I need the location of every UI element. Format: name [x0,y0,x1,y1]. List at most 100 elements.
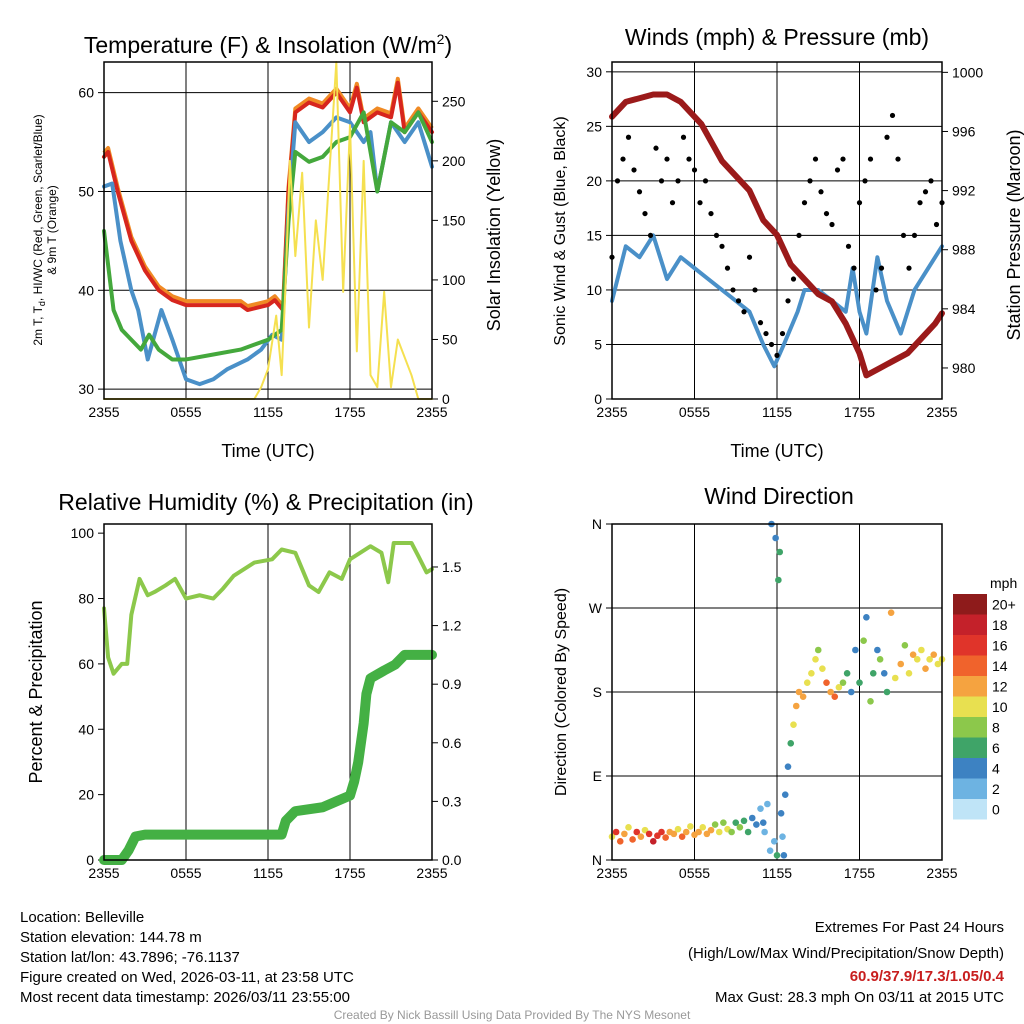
panel-2: 2355 0555 1155 1755 23550204060801000.00.30.… [71,523,462,881]
gust-point [928,178,934,184]
y-tick-label: 15 [586,227,602,243]
wind-direction-point [852,646,859,654]
colorbar-swatch [953,635,987,656]
colorbar-label: 8 [992,719,1000,735]
colorbar-label: 0 [992,801,1000,817]
colorbar-swatch [953,799,987,820]
colorbar-label: 10 [992,699,1008,715]
y2-tick-label: 0.6 [442,735,462,751]
wind-direction-point [674,825,682,833]
gust-point [636,189,643,195]
gust-point [812,156,819,162]
plot-frame [103,61,433,400]
wind-direction-point [913,656,921,663]
gust-point [647,232,654,239]
y2-tick-label: 980 [952,360,976,376]
gust-point [823,210,830,217]
wind-direction-point [827,688,834,696]
gust-point [680,134,687,140]
wind-direction-point [645,830,653,838]
wind-direction-point [926,656,933,663]
y2-tick-label: 1000 [952,64,983,80]
gust-point [724,265,731,271]
gust-point [653,145,659,151]
y-tick-label: 0 [86,852,94,868]
wind-direction-point [812,656,819,663]
gust-point [669,200,676,206]
colorbar-swatch [953,758,987,779]
wind-direction-point [682,828,690,836]
y-tick-label: 40 [78,721,94,737]
y-tick-label: 40 [78,282,94,298]
gust-point [851,265,857,271]
colorbar-swatch [953,717,987,738]
y-tick-label: 0 [594,391,602,407]
wind-xlabel: Time (UTC) [730,441,823,461]
wind-direction-point [625,824,632,831]
max-gust-text: Max Gust: 28.3 mph On 03/11 at 2015 UTC [715,989,1004,1006]
wind-direction-point [776,548,784,556]
wind-direction-point [699,824,707,831]
y-tick-label: 5 [594,336,602,352]
gust-point [917,200,923,206]
y-tick-label: 100 [71,525,95,541]
wind-direction-point [695,828,702,836]
y-tick-label: S [593,684,602,700]
recent-data-text: Most recent data timestamp: 2026/03/11 2… [20,989,350,1006]
x-tick-label: 0555 [170,404,201,420]
gust-point [867,156,874,162]
wind-direction-point [773,852,781,859]
temp-panel-title: Temperature (F) & Insolation (W/m2) [84,31,452,58]
gust-point [933,221,940,228]
rh-line [102,540,434,676]
wind-direction-point [874,646,881,654]
colorbar-swatch [953,676,987,697]
panel-3: 2355 0555 1155 1755 2355NESWN20+181614121086… [589,516,1016,881]
x-tick-label: 2355 [596,404,627,420]
wind-direction-point [748,814,756,822]
wind-direction-point [759,819,767,826]
wind-direction-point [835,684,843,691]
panel-0: 2355 0555 1155 1755 2355 30 40 50 60 0 50 100 150 200… [78,61,466,420]
y2-tick-label: 150 [442,212,466,228]
wind-direction-point [819,665,826,672]
wind-direction-point [766,847,774,854]
gust-point [889,112,896,119]
colorbar-swatch [953,778,987,799]
wind-y2label: Station Pressure (Maroon) [1004,129,1024,340]
wind-direction-point [934,660,942,668]
colorbar-label: 12 [992,678,1008,694]
y-tick-label: 10 [586,282,602,298]
gust-point [708,210,714,217]
colorbar-label: 6 [992,740,1000,756]
x-tick-label: 2355 [88,404,119,420]
wind-direction-point [799,693,807,700]
gust-point [746,254,753,260]
y-tick-label: 60 [78,656,94,672]
wind-direction-point [658,828,665,836]
gust-point [922,189,929,195]
y2-tick-label: 0.0 [442,852,462,868]
y-tick-label: E [593,768,602,784]
wind-direction-point [621,830,628,838]
x-tick-label: 1155 [253,865,283,881]
wind-direction-point [887,609,895,616]
gust-point [801,200,808,206]
wind-direction-point [897,660,905,668]
gust-point [686,156,692,162]
wind-direction-point [616,838,624,845]
y-tick-label: 50 [78,183,94,199]
x-tick-label: 2355 [596,865,627,881]
wind-direction-point [860,637,867,644]
location-text: Location: Belleville [20,909,144,926]
winddir-panel-title: Wind Direction [704,483,854,509]
temp-xlabel: Time (UTC) [221,441,314,461]
wind-direction-point [761,828,768,836]
temp-ylabel: 2m T, Td, HI/WC (Red, Green, Scarlet/Blu… [31,114,47,345]
station-info: Location: Belleville Station elevation: … [20,909,354,1006]
gust-point [845,243,852,249]
gust-point [691,167,698,173]
x-tick-label: 1755 [844,865,875,881]
wind-direction-point [867,698,874,705]
gust-point [757,320,764,326]
